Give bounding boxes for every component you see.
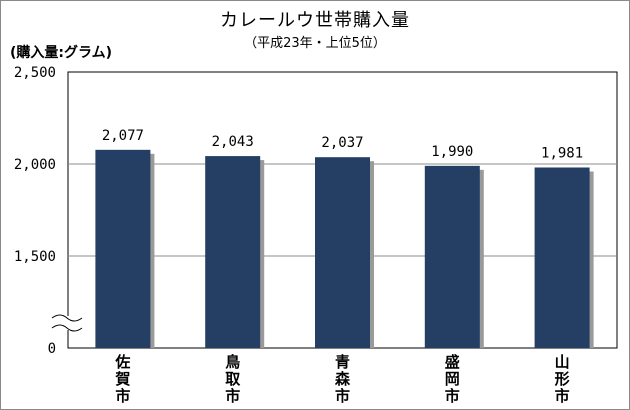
data-label: 2,037 (321, 135, 363, 151)
x-tick-label: 市 (445, 387, 460, 405)
y-tick-label: 2,000 (14, 157, 56, 173)
x-tick-label: 森 (335, 370, 351, 388)
bar (95, 149, 151, 348)
y-axis-unit-label: (購入量:グラム) (10, 45, 112, 61)
x-tick-label: 市 (115, 387, 130, 405)
x-tick-label: 取 (225, 370, 241, 388)
data-label: 2,077 (102, 128, 144, 144)
x-tick-label: 青 (335, 353, 350, 371)
data-label: 1,990 (431, 144, 473, 160)
x-tick-label: 賀 (114, 370, 130, 388)
x-tick-label: 市 (225, 387, 240, 405)
y-tick-label: 2,500 (14, 65, 56, 81)
bar (205, 156, 261, 348)
x-tick-label: 岡 (445, 370, 460, 388)
data-label: 1,981 (541, 145, 583, 161)
axis-break-gap (52, 316, 82, 330)
axis-break-mark (51, 314, 83, 322)
x-tick-label: 佐 (114, 353, 130, 371)
y-tick-label: 0 (48, 341, 56, 357)
y-tick-label: 1,500 (14, 249, 56, 265)
axis-break-mark (51, 324, 83, 332)
bar (424, 165, 480, 348)
data-label: 2,043 (212, 134, 254, 150)
x-tick-label: 盛 (445, 353, 460, 371)
chart-subtitle: （平成23年・上位5位） (244, 36, 386, 51)
chart-title: カレールウ世帯購入量 (220, 10, 410, 31)
x-tick-label: 形 (555, 370, 570, 388)
x-tick-label: 市 (335, 387, 350, 405)
x-tick-label: 山 (555, 353, 570, 371)
bar (534, 167, 590, 348)
x-tick-label: 市 (555, 387, 570, 405)
bar (315, 157, 370, 348)
x-tick-label: 鳥 (225, 353, 240, 371)
